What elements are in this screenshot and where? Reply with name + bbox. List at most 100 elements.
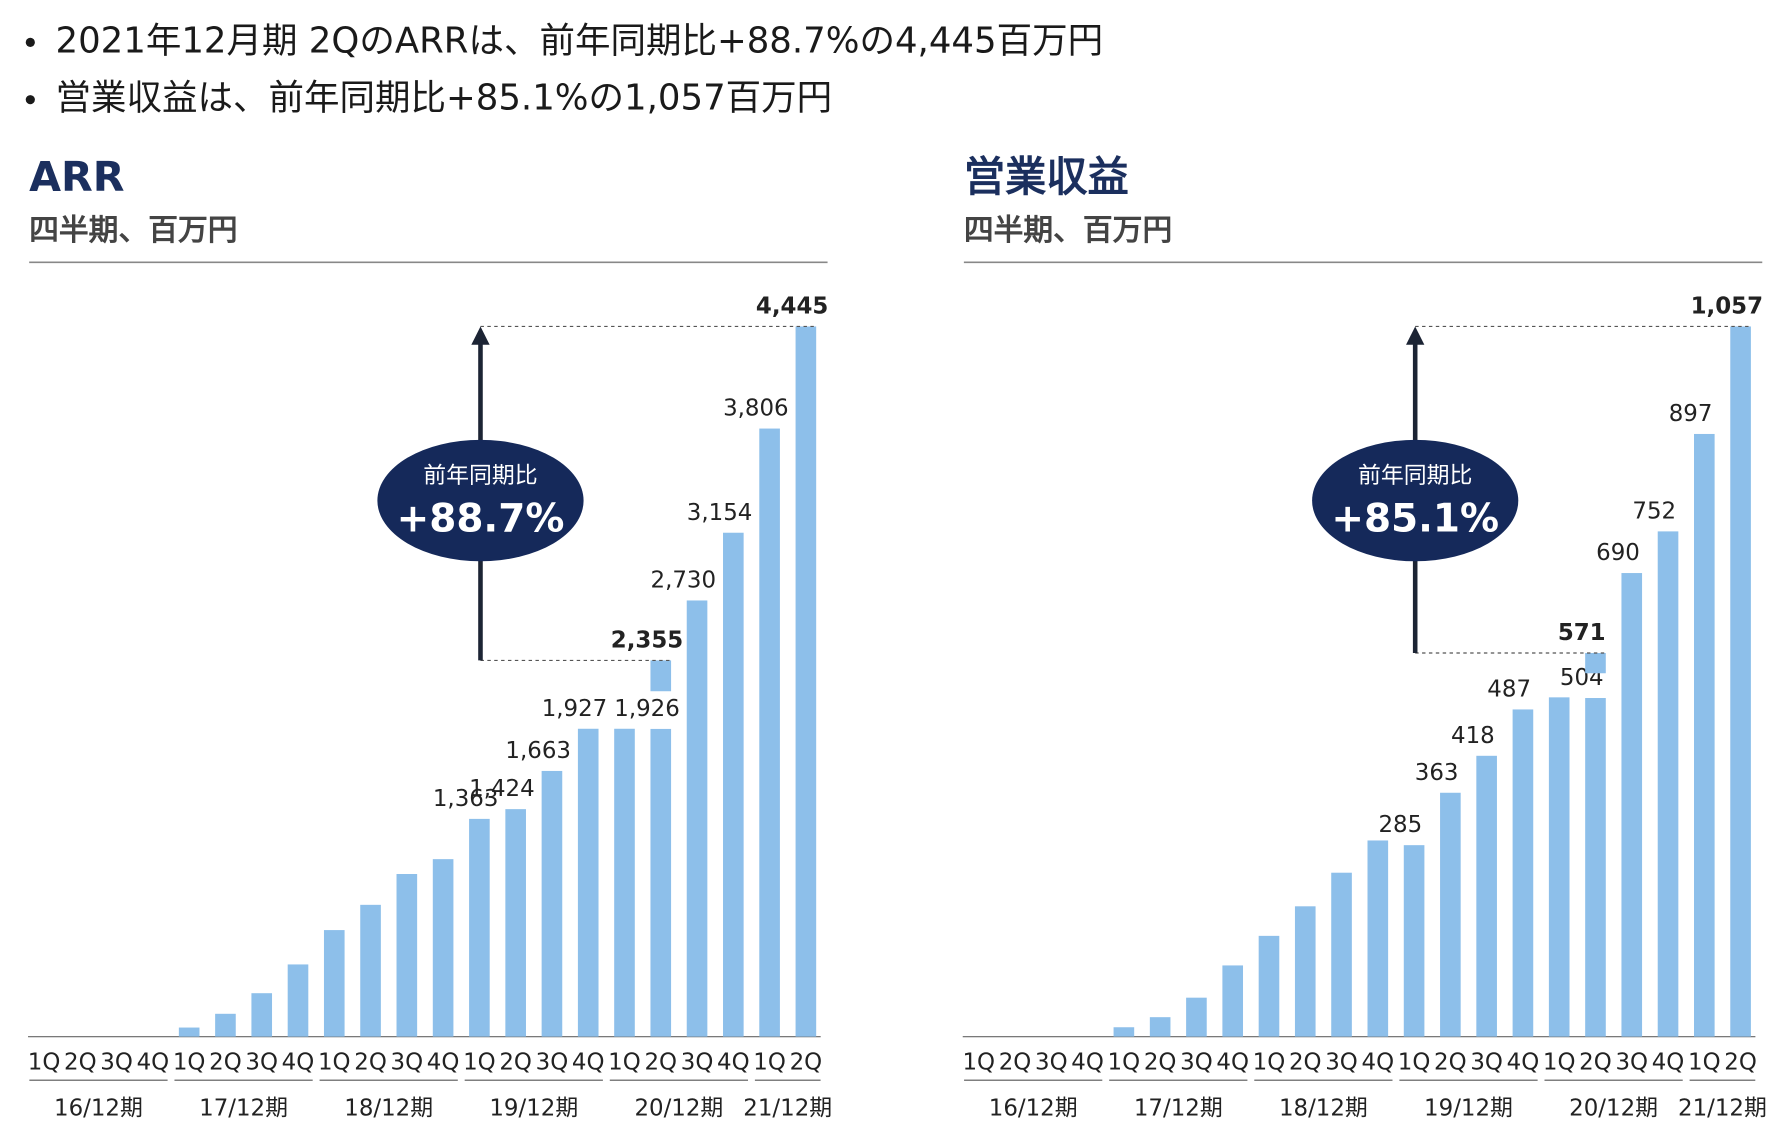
bar: [1730, 326, 1751, 1037]
bullet-dot: [25, 95, 35, 105]
x-tick-label: 3Q: [100, 1049, 133, 1075]
x-tick-label: 4Q: [427, 1049, 460, 1075]
value-label: 690: [1596, 540, 1640, 566]
value-label: 1,424: [469, 776, 535, 802]
value-label: 418: [1451, 723, 1495, 749]
bar: [323, 930, 345, 1037]
x-tick-label: 1Q: [1398, 1049, 1431, 1075]
x-tick-label: 3Q: [681, 1049, 714, 1075]
x-tick-label: 2Q: [644, 1049, 677, 1075]
group-label: 19/12期: [489, 1095, 578, 1121]
x-tick-label: 4Q: [1071, 1049, 1104, 1075]
bar: [541, 770, 563, 1037]
group-label: 17/12期: [1134, 1095, 1223, 1121]
value-label: 1,663: [505, 738, 571, 764]
x-tick-label: 2Q: [790, 1049, 823, 1075]
bar: [287, 964, 309, 1037]
x-tick-label: 2Q: [1434, 1049, 1467, 1075]
x-tick-label: 4Q: [717, 1049, 750, 1075]
bar: [360, 904, 381, 1037]
growth-label: +85.1%: [1331, 497, 1499, 542]
bar: [723, 532, 744, 1037]
bar: [396, 874, 418, 1037]
x-tick-label: 2Q: [1579, 1049, 1612, 1075]
growth-badge: [377, 439, 584, 562]
group-label: 20/12期: [1569, 1095, 1658, 1121]
x-tick-label: 4Q: [1652, 1049, 1685, 1075]
x-tick-label: 1Q: [962, 1049, 995, 1075]
bar: [686, 600, 708, 1037]
x-tick-label: 1Q: [463, 1049, 496, 1075]
x-tick-label: 3Q: [536, 1049, 569, 1075]
x-tick-label: 1Q: [1688, 1049, 1721, 1075]
bar: [650, 728, 672, 1037]
value-label: 1,926: [614, 696, 680, 722]
bar: [1367, 840, 1389, 1037]
bullet-dot: [25, 37, 35, 47]
x-tick-label: 1Q: [753, 1049, 786, 1075]
group-label: 19/12期: [1424, 1095, 1513, 1121]
x-tick-label: 4Q: [1507, 1049, 1540, 1075]
x-tick-label: 3Q: [1325, 1049, 1358, 1075]
x-tick-label: 2Q: [64, 1049, 97, 1075]
bar: [1693, 433, 1715, 1037]
bar: [1258, 935, 1280, 1037]
bar: [1403, 845, 1425, 1037]
growth-caption: 前年同期比: [423, 463, 537, 489]
group-label: 16/12期: [54, 1095, 143, 1121]
growth-label: +88.7%: [397, 497, 565, 542]
bar: [1548, 697, 1570, 1037]
group-label: 16/12期: [989, 1095, 1078, 1121]
x-tick-label: 4Q: [1362, 1049, 1395, 1075]
group-label: 18/12期: [344, 1095, 433, 1121]
value-label: 752: [1632, 498, 1676, 524]
x-tick-label: 4Q: [1216, 1049, 1249, 1075]
group-label: 18/12期: [1279, 1095, 1368, 1121]
bar: [505, 809, 526, 1037]
bar: [1186, 997, 1207, 1037]
x-tick-label: 4Q: [282, 1049, 315, 1075]
bullet-text: 2021年12月期 2QのARRは、前年同期比+88.7%の4,445百万円: [56, 20, 1104, 61]
value-label: 285: [1378, 812, 1422, 838]
bar: [251, 993, 273, 1037]
x-tick-label: 4Q: [572, 1049, 605, 1075]
bar: [178, 1027, 200, 1037]
x-tick-label: 3Q: [1470, 1049, 1503, 1075]
chart-title: 営業収益: [964, 153, 1129, 201]
x-tick-label: 3Q: [245, 1049, 278, 1075]
bar: [469, 818, 490, 1037]
bar: [1440, 792, 1461, 1037]
bar: [759, 428, 780, 1037]
x-tick-label: 1Q: [28, 1049, 61, 1075]
arrow-head: [471, 326, 490, 345]
value-label: 4,445: [756, 293, 828, 319]
value-label: 3,806: [723, 396, 789, 422]
x-tick-label: 1Q: [608, 1049, 641, 1075]
growth-caption: 前年同期比: [1358, 463, 1472, 489]
x-tick-label: 2Q: [999, 1049, 1032, 1075]
value-label: 1,927: [542, 696, 608, 722]
bar: [795, 326, 817, 1037]
x-tick-label: 2Q: [1144, 1049, 1177, 1075]
x-tick-label: 2Q: [354, 1049, 387, 1075]
value-label: 1,057: [1691, 293, 1763, 319]
value-label: 897: [1669, 401, 1713, 427]
reference-block: [650, 660, 672, 692]
x-tick-label: 1Q: [1543, 1049, 1576, 1075]
x-tick-label: 2Q: [499, 1049, 532, 1075]
chart-subtitle: 四半期、百万円: [964, 213, 1172, 248]
value-label: 487: [1487, 676, 1531, 702]
bar: [1512, 709, 1534, 1037]
x-tick-label: 3Q: [391, 1049, 424, 1075]
group-label: 17/12期: [199, 1095, 288, 1121]
x-tick-label: 3Q: [1035, 1049, 1068, 1075]
value-label: 1,363: [433, 786, 499, 812]
x-tick-label: 2Q: [1289, 1049, 1322, 1075]
bar: [1222, 965, 1244, 1037]
bar: [1621, 573, 1643, 1037]
value-label: 2,730: [651, 567, 717, 593]
group-label: 21/12期: [1678, 1095, 1767, 1121]
x-tick-label: 4Q: [137, 1049, 170, 1075]
bar: [1294, 906, 1316, 1037]
bar: [1585, 698, 1606, 1037]
